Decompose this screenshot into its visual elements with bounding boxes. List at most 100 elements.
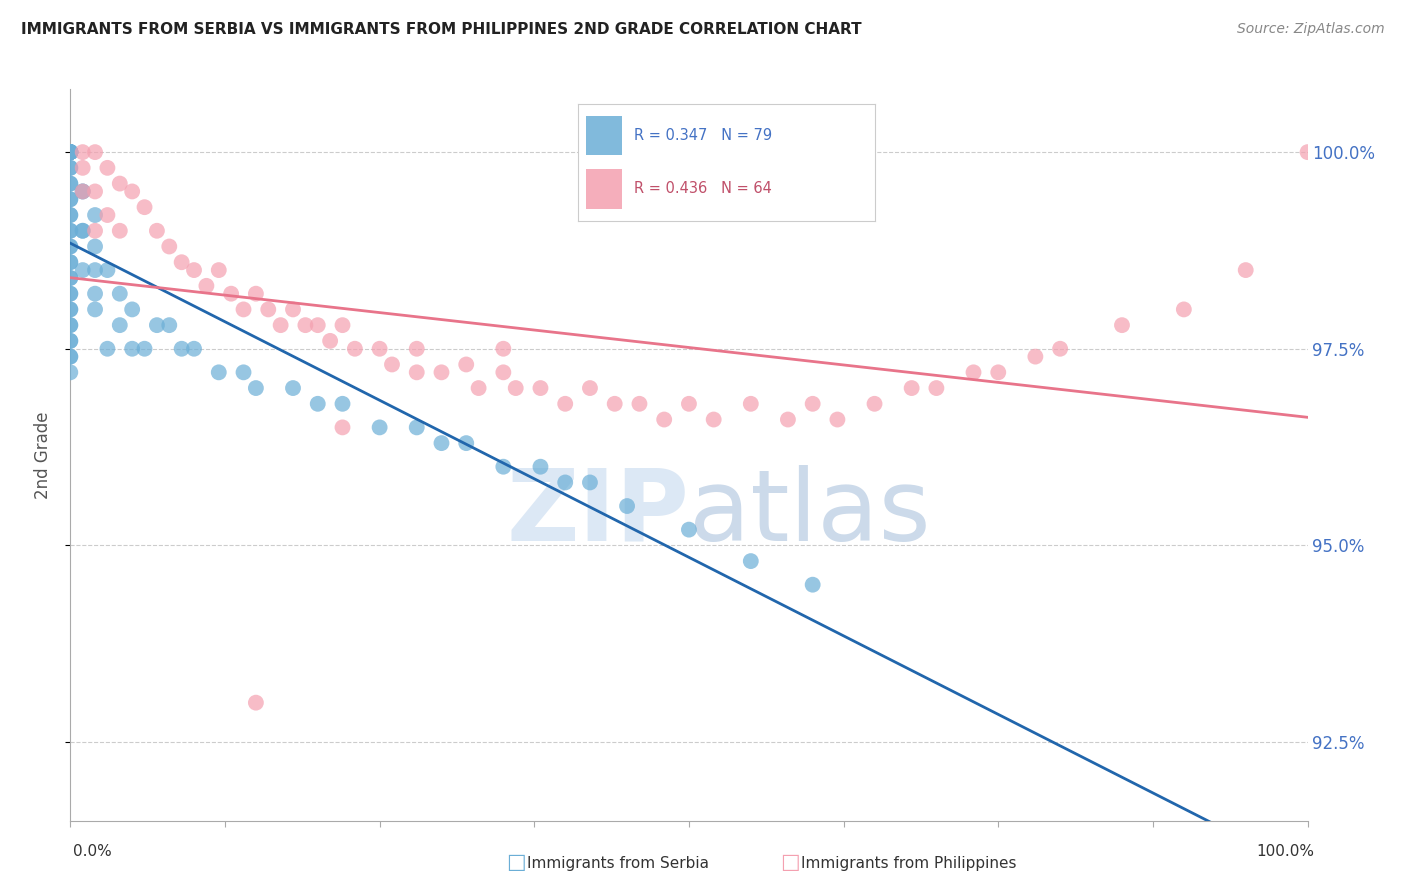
Point [72,185,94,199]
Point [59,145,82,160]
Point [430,436,453,450]
Point [59,334,82,348]
Point [652,412,675,426]
Point [368,342,391,356]
Point [59,192,82,206]
Point [96,208,118,222]
Point [121,185,143,199]
Point [59,192,82,206]
Point [59,145,82,160]
Point [96,263,118,277]
Text: IMMIGRANTS FROM SERBIA VS IMMIGRANTS FROM PHILIPPINES 2ND GRADE CORRELATION CHAR: IMMIGRANTS FROM SERBIA VS IMMIGRANTS FRO… [21,22,862,37]
Point [84,302,107,317]
Point [59,208,82,222]
Point [59,350,82,364]
Point [59,145,82,160]
Text: □: □ [506,853,526,872]
Text: Immigrants from Philippines: Immigrants from Philippines [801,855,1017,871]
Point [1173,302,1195,317]
Point [456,358,478,372]
Point [84,145,107,160]
Point [801,397,824,411]
Point [183,342,205,356]
Point [59,161,82,175]
Point [59,145,82,160]
Point [281,302,304,317]
Point [96,161,118,175]
Point [208,365,231,379]
Point [343,342,366,356]
Point [72,263,94,277]
Point [505,381,527,395]
Point [579,381,602,395]
Point [84,224,107,238]
Point [96,342,118,356]
Point [146,224,169,238]
Point [987,365,1010,379]
Y-axis label: 2nd Grade: 2nd Grade [34,411,52,499]
Point [579,475,602,490]
Point [84,239,107,253]
Text: 100.0%: 100.0% [1257,845,1315,859]
Point [134,200,156,214]
Point [827,412,849,426]
Point [863,397,886,411]
Point [59,255,82,269]
Point [195,278,218,293]
Point [72,145,94,160]
Point [146,318,169,333]
Point [925,381,948,395]
Point [368,420,391,434]
Point [84,208,107,222]
Text: Immigrants from Serbia: Immigrants from Serbia [527,855,709,871]
Point [59,208,82,222]
Point [307,318,329,333]
Point [84,286,107,301]
Point [332,318,354,333]
Point [281,381,304,395]
Point [59,286,82,301]
Point [381,358,404,372]
Point [59,302,82,317]
Point [740,397,762,411]
Point [59,224,82,238]
Point [232,302,254,317]
Point [270,318,292,333]
Point [157,239,180,253]
Point [405,420,427,434]
Point [59,239,82,253]
Point [628,397,651,411]
Point [72,185,94,199]
Point [59,255,82,269]
Point [529,459,551,474]
Point [554,475,576,490]
Point [72,161,94,175]
Text: □: □ [780,853,800,872]
Point [332,397,354,411]
Point [405,342,427,356]
Point [157,318,180,333]
Point [1049,342,1071,356]
Text: 0.0%: 0.0% [73,845,112,859]
Point [307,397,329,411]
Point [59,224,82,238]
Point [740,554,762,568]
Point [121,302,143,317]
Point [616,499,638,513]
Point [703,412,725,426]
Point [108,177,131,191]
Point [170,255,193,269]
Point [59,145,82,160]
Point [492,342,515,356]
Point [962,365,984,379]
Point [1234,263,1257,277]
Point [72,224,94,238]
Point [59,271,82,285]
Point [59,145,82,160]
Point [678,397,700,411]
Point [678,523,700,537]
Point [59,145,82,160]
Point [456,436,478,450]
Point [59,145,82,160]
Point [59,145,82,160]
